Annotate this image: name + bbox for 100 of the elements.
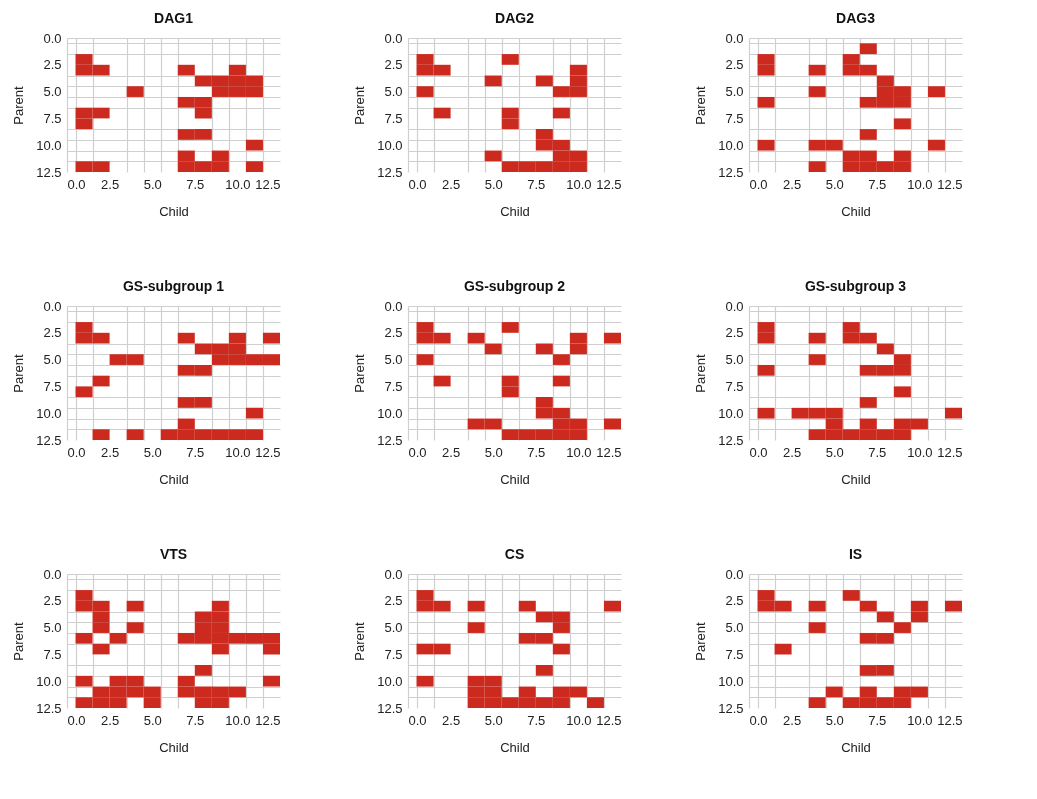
x-tick-label: 12.5 [937, 712, 963, 728]
y-tick-label: 7.5 [384, 646, 403, 662]
x-tick-label: 0.0 [749, 712, 768, 728]
chart-title: DAG1 [154, 10, 194, 26]
x-tick-label: 2.5 [783, 176, 802, 192]
y-tick-label: 0.0 [725, 30, 744, 46]
chart-title: VTS [159, 546, 188, 562]
y-tick-label: 2.5 [725, 593, 744, 609]
x-tick-label: 5.0 [484, 712, 503, 728]
x-tick-label: 0.0 [408, 176, 427, 192]
x-tick-label: 5.0 [825, 712, 844, 728]
x-tick-label: 10.0 [225, 444, 251, 460]
y-tick-label: 2.5 [384, 57, 403, 73]
y-tick-label: 5.0 [725, 620, 744, 636]
x-tick-label: 7.5 [186, 176, 205, 192]
y-tick-label: 5.0 [43, 620, 62, 636]
x-tick-label: 10.0 [225, 712, 251, 728]
x-tick-label: 12.5 [937, 444, 963, 460]
x-tick-label: 5.0 [825, 176, 844, 192]
y-tick-label: 12.5 [718, 432, 744, 448]
x-tick-label: 7.5 [527, 712, 546, 728]
x-tick-label: 7.5 [868, 444, 887, 460]
y-tick-label: 12.5 [377, 164, 403, 180]
x-axis-title: Child [500, 739, 530, 755]
y-tick-label: 7.5 [384, 110, 403, 126]
y-axis-title: Parent [352, 353, 368, 393]
y-tick-label: 0.0 [725, 566, 744, 582]
x-tick-label: 10.0 [566, 444, 592, 460]
x-tick-label: 2.5 [101, 444, 120, 460]
y-tick-label: 10.0 [377, 673, 403, 689]
x-axis-title: Child [500, 471, 530, 487]
y-axis-title: Parent [11, 353, 27, 393]
y-tick-label: 12.5 [36, 164, 62, 180]
x-tick-label: 2.5 [442, 444, 461, 460]
x-tick-label: 10.0 [566, 176, 592, 192]
x-tick-label: 12.5 [596, 712, 622, 728]
y-tick-label: 2.5 [384, 593, 403, 609]
y-tick-label: 10.0 [718, 137, 744, 153]
y-axis-title: Parent [352, 621, 368, 661]
x-tick-label: 7.5 [868, 712, 887, 728]
x-tick-label: 2.5 [101, 176, 120, 192]
y-tick-label: 5.0 [43, 352, 62, 368]
x-tick-label: 10.0 [225, 176, 251, 192]
x-tick-label: 0.0 [67, 712, 86, 728]
y-tick-label: 7.5 [384, 378, 403, 394]
x-tick-label: 12.5 [596, 176, 622, 192]
y-tick-label: 0.0 [384, 566, 403, 582]
y-tick-label: 10.0 [36, 673, 62, 689]
y-axis-title: Parent [693, 621, 709, 661]
y-axis-title: Parent [693, 85, 709, 125]
x-tick-label: 0.0 [749, 176, 768, 192]
x-tick-label: 0.0 [408, 712, 427, 728]
y-tick-label: 0.0 [384, 298, 403, 314]
x-tick-label: 10.0 [566, 712, 592, 728]
x-tick-label: 10.0 [907, 712, 933, 728]
y-tick-label: 0.0 [384, 30, 403, 46]
x-tick-label: 2.5 [783, 712, 802, 728]
y-tick-label: 10.0 [718, 673, 744, 689]
x-axis-title: Child [500, 203, 530, 219]
y-tick-label: 12.5 [377, 700, 403, 716]
chart-title: DAG2 [495, 10, 535, 26]
chart-title: IS [848, 546, 863, 562]
y-tick-label: 2.5 [725, 325, 744, 341]
y-axis-title: Parent [11, 85, 27, 125]
x-tick-label: 7.5 [868, 176, 887, 192]
y-tick-label: 5.0 [384, 352, 403, 368]
x-axis-title: Child [159, 739, 189, 755]
y-tick-label: 12.5 [718, 700, 744, 716]
x-tick-label: 12.5 [255, 712, 281, 728]
chart-title: DAG3 [836, 10, 876, 26]
y-tick-label: 5.0 [725, 352, 744, 368]
x-tick-label: 0.0 [408, 444, 427, 460]
y-tick-label: 2.5 [43, 593, 62, 609]
x-tick-label: 7.5 [527, 444, 546, 460]
x-tick-label: 5.0 [484, 176, 503, 192]
y-tick-label: 7.5 [43, 646, 62, 662]
x-tick-label: 0.0 [67, 444, 86, 460]
y-tick-label: 12.5 [36, 432, 62, 448]
x-axis-title: Child [159, 471, 189, 487]
x-tick-label: 7.5 [186, 444, 205, 460]
y-tick-label: 7.5 [725, 110, 744, 126]
x-tick-label: 7.5 [527, 176, 546, 192]
x-axis-title: Child [841, 739, 871, 755]
y-tick-label: 2.5 [725, 57, 744, 73]
y-tick-label: 2.5 [43, 325, 62, 341]
chart-title: GS-subgroup 3 [804, 278, 907, 294]
y-tick-label: 5.0 [384, 84, 403, 100]
x-axis-title: Child [159, 203, 189, 219]
y-tick-label: 5.0 [384, 620, 403, 636]
x-tick-label: 12.5 [596, 444, 622, 460]
x-tick-label: 5.0 [143, 444, 162, 460]
chart-title: GS-subgroup 2 [463, 278, 566, 294]
y-tick-label: 10.0 [36, 405, 62, 421]
x-tick-label: 0.0 [67, 176, 86, 192]
y-tick-label: 5.0 [725, 84, 744, 100]
chart-title: GS-subgroup 1 [122, 278, 225, 294]
x-tick-label: 12.5 [255, 176, 281, 192]
y-tick-label: 7.5 [43, 110, 62, 126]
y-tick-label: 0.0 [43, 566, 62, 582]
x-tick-label: 2.5 [783, 444, 802, 460]
